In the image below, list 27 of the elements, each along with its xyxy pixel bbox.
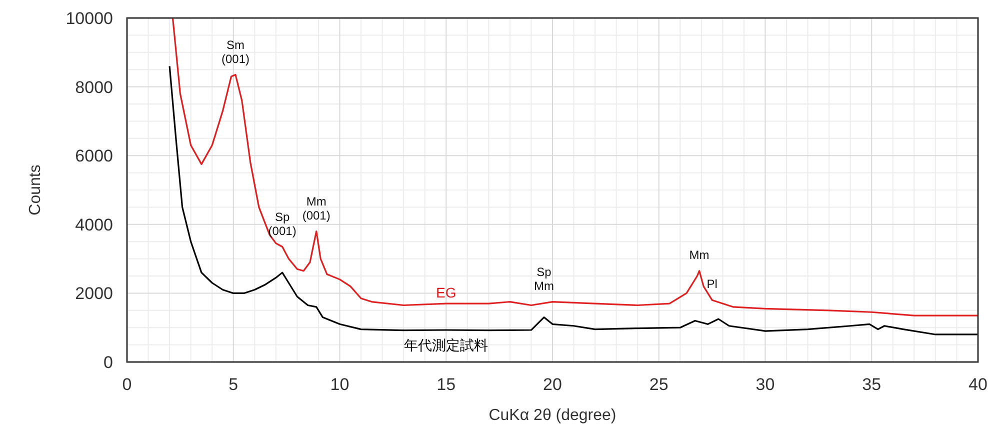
- x-tick-label: 40: [968, 375, 988, 394]
- x-axis-title: CuKα 2θ (degree): [488, 407, 616, 424]
- x-tick-label: 25: [649, 375, 668, 394]
- y-tick-label: 6000: [75, 146, 113, 166]
- x-tick-label: 5: [228, 375, 238, 394]
- annotation: Sp Mm: [534, 264, 554, 293]
- y-tick-label: 8000: [75, 78, 113, 97]
- annotation: Sp (001): [268, 210, 296, 238]
- series-label: EG: [436, 284, 456, 301]
- annotation: Mm (001): [302, 194, 330, 222]
- y-tick-label: 10000: [66, 9, 113, 28]
- x-tick-label: 0: [122, 375, 132, 394]
- x-tick-label: 30: [756, 375, 775, 394]
- x-tick-label: 15: [436, 375, 456, 394]
- y-tick-label: 0: [104, 353, 113, 372]
- x-tick-label: 10: [330, 375, 350, 394]
- annotation: Mm: [689, 248, 710, 262]
- y-tick-label: 2000: [75, 284, 113, 304]
- line-series: [172, 18, 978, 316]
- annotation: Sm (001): [221, 38, 250, 66]
- series-label: 年代測定試料: [404, 337, 488, 354]
- line-series: [168, 65, 978, 336]
- x-tick-label: 20: [543, 375, 562, 394]
- y-axis-title: Counts: [27, 164, 44, 216]
- y-tick-label: 4000: [75, 215, 113, 234]
- x-tick-label: 35: [862, 375, 882, 394]
- annotation: Pl: [706, 277, 718, 292]
